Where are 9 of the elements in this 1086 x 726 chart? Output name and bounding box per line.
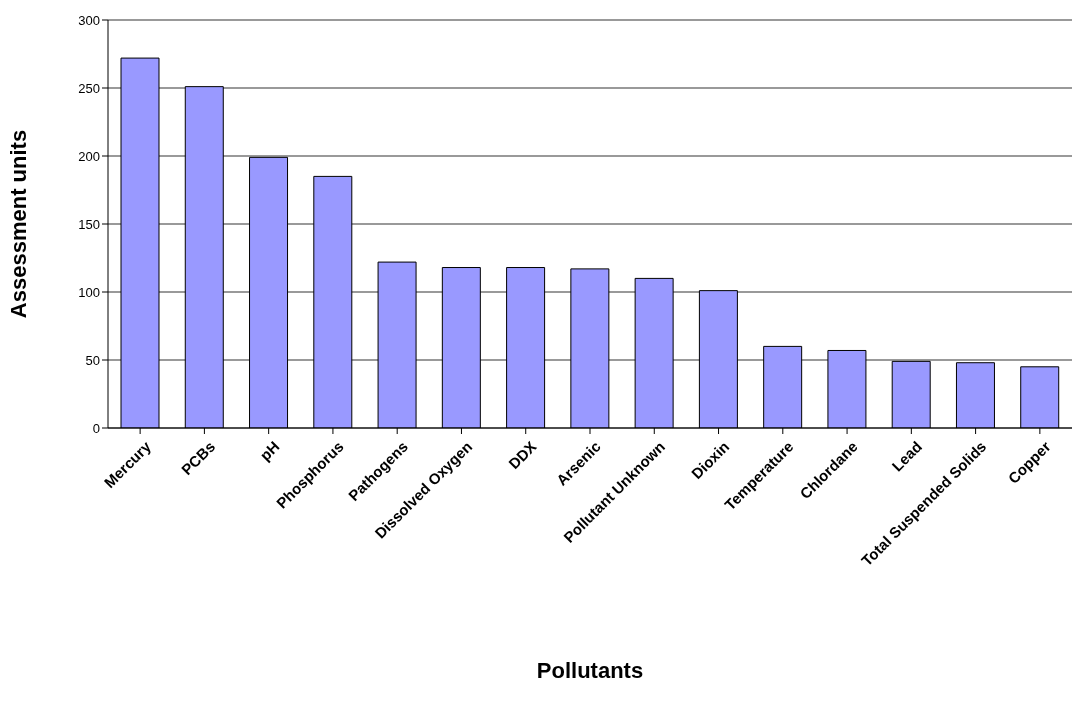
y-axis-title: Assessment units	[5, 129, 31, 319]
y-tick-label: 200	[78, 148, 100, 164]
y-tick-label: 100	[78, 284, 100, 300]
y-tick-label: 50	[85, 352, 100, 368]
y-tick-label: 300	[78, 12, 100, 28]
y-tick-label: 0	[92, 420, 100, 436]
x-axis-title: Pollutants	[536, 658, 644, 683]
y-tick-label: 250	[78, 80, 100, 96]
y-tick-label: 150	[78, 216, 100, 232]
